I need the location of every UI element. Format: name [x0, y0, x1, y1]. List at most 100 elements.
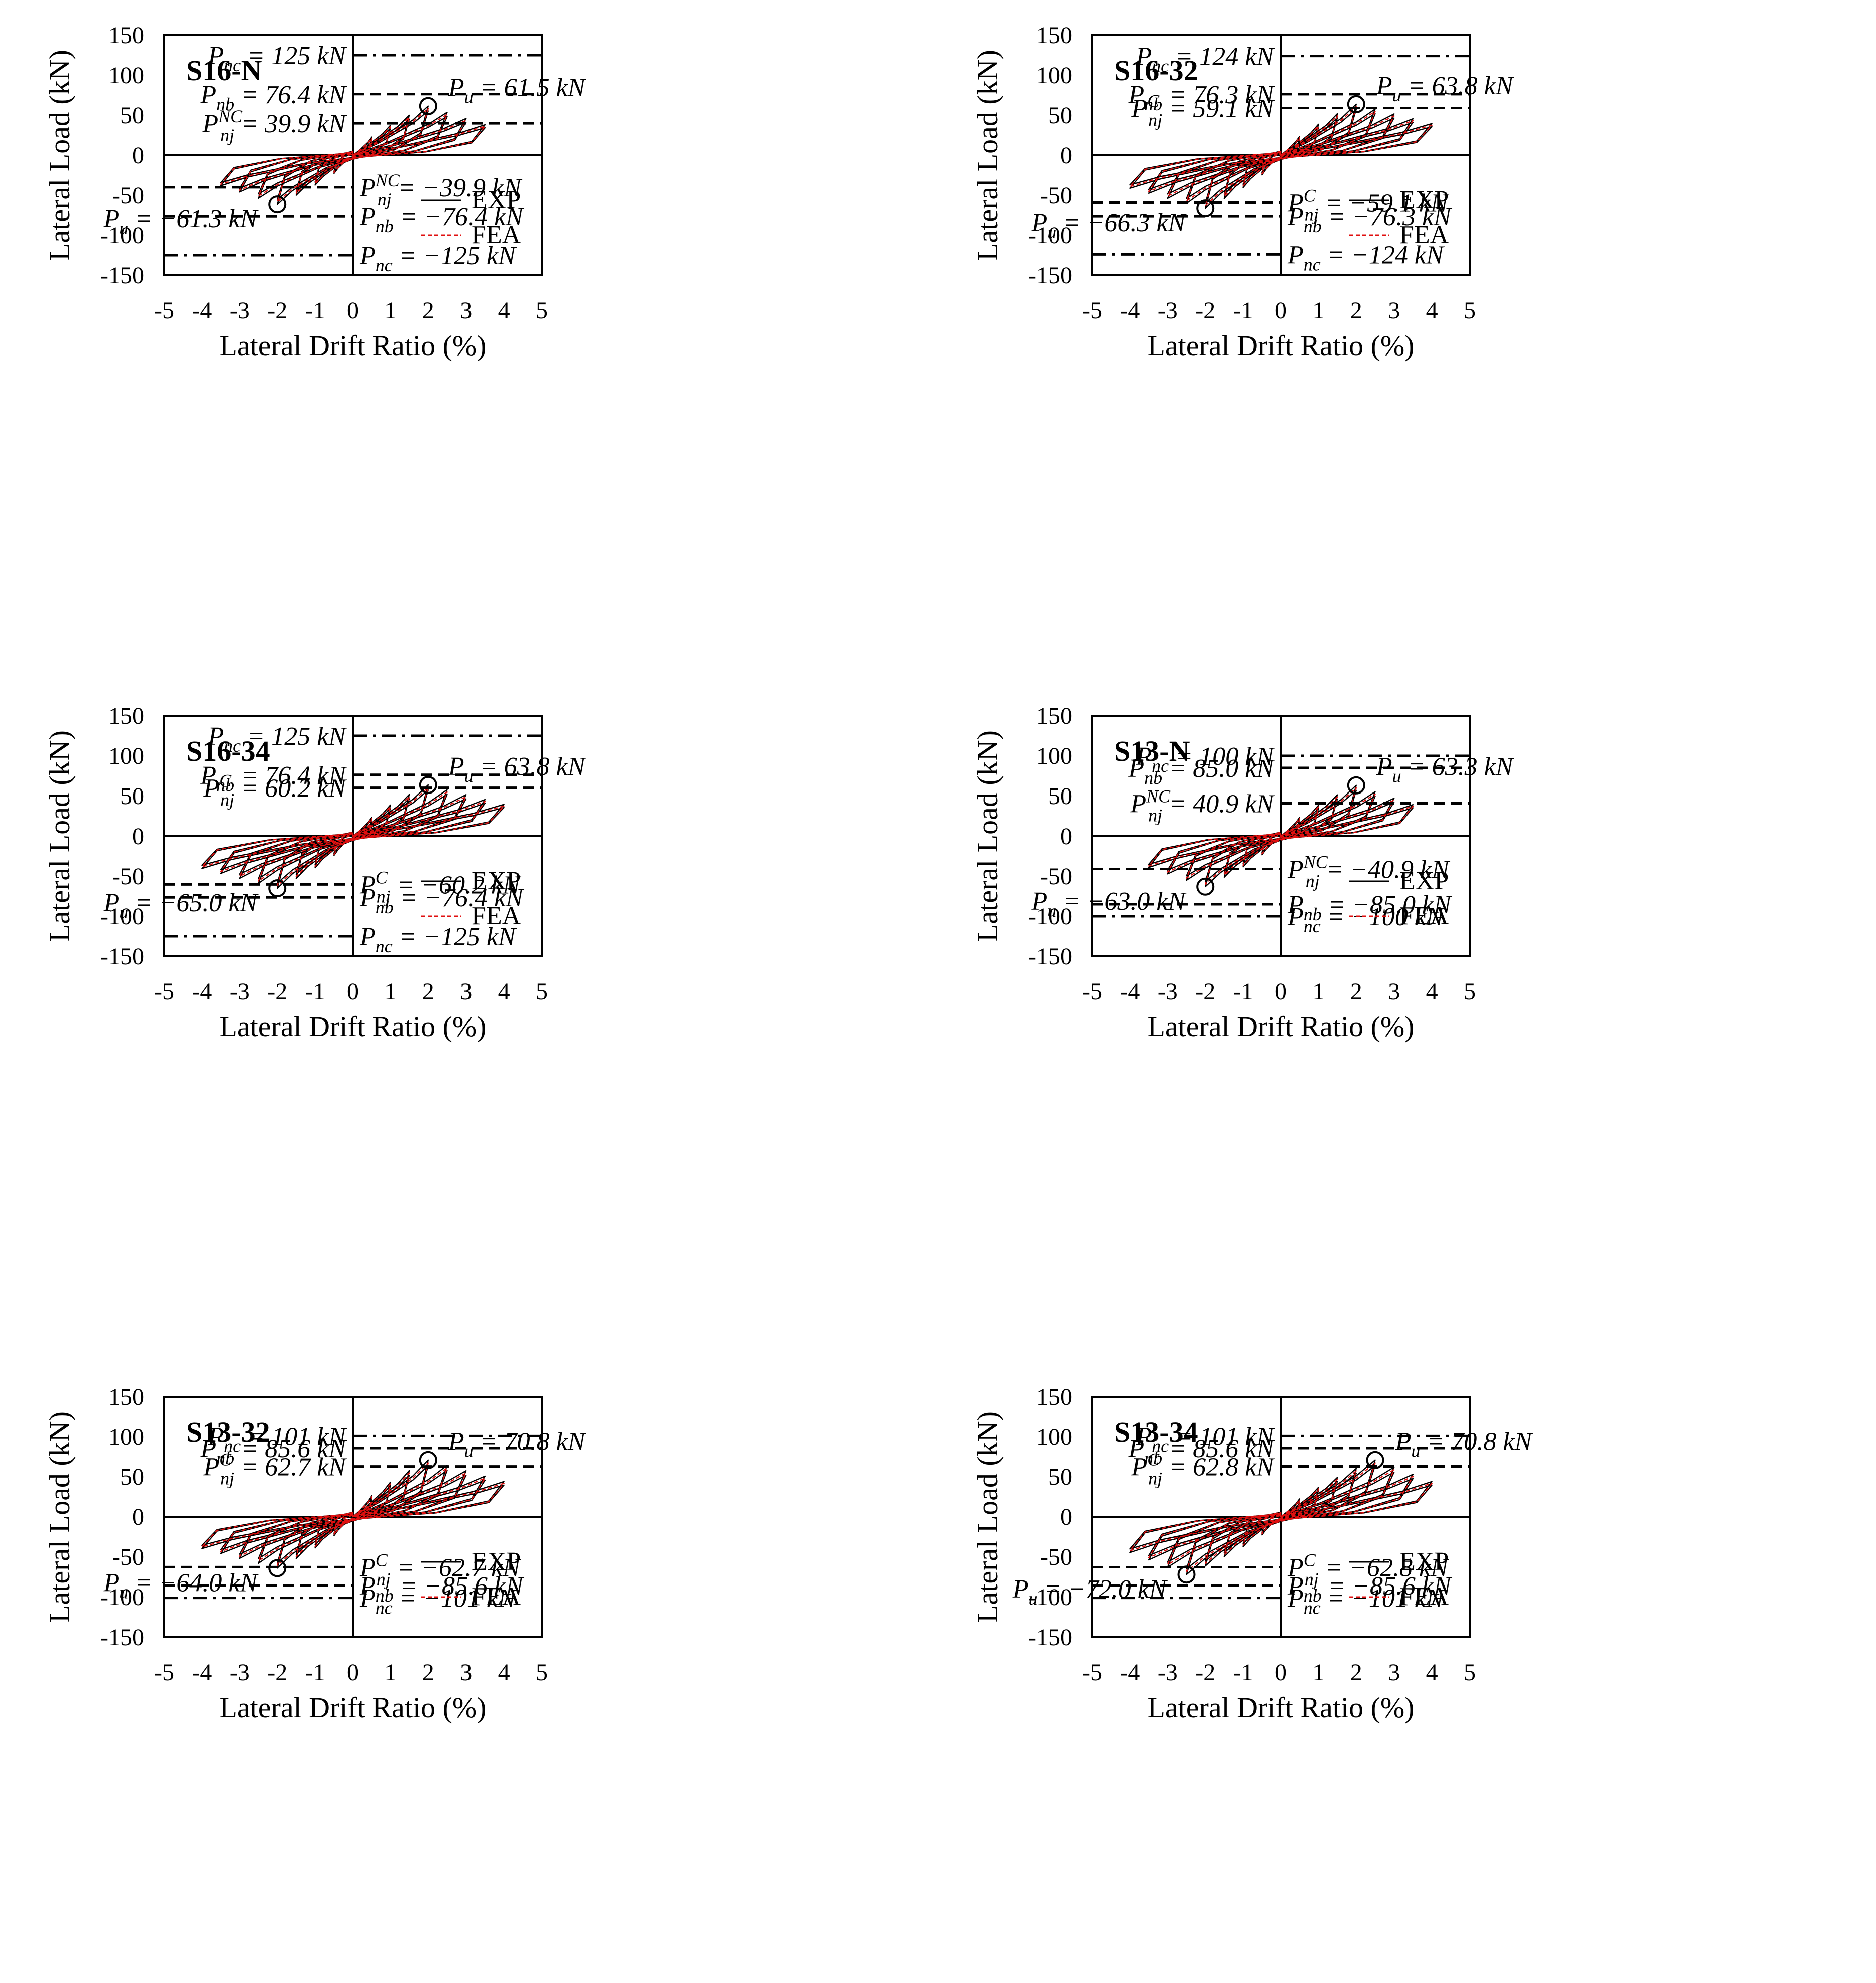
y-tick-label: -50 — [112, 863, 144, 890]
x-tick-label: 3 — [460, 1659, 472, 1686]
reference-line-label: Pnc = 124 kN — [1135, 43, 1275, 76]
y-tick-label: -50 — [112, 1544, 144, 1570]
peak-marker — [268, 195, 287, 214]
peak-label: Pu = 63.3 kN — [1376, 753, 1515, 786]
y-axis-label: Lateral Load (kN) — [971, 1411, 1004, 1623]
x-tick-label: 2 — [422, 1659, 434, 1686]
reference-line-label: PC nj = 62.7 kN — [203, 1450, 347, 1489]
x-axis-label: Lateral Drift Ratio (%) — [1147, 1010, 1414, 1043]
y-tick-label: -150 — [1028, 943, 1072, 970]
peak-label: Pu = 70.8 kN — [1395, 1428, 1534, 1461]
legend-exp-label: EXP — [472, 1547, 521, 1576]
y-tick-label: 50 — [1048, 102, 1072, 129]
y-tick-label: -150 — [1028, 1624, 1072, 1651]
series-fea-line — [220, 108, 486, 203]
peak-label: Pu = 61.5 kN — [448, 74, 587, 107]
legend-exp-label: EXP — [472, 867, 521, 895]
reference-line-label: Pnc = −125 kN — [359, 242, 517, 275]
reference-line-label: Pnc = −101 kN — [359, 1584, 517, 1618]
x-tick-label: 3 — [1388, 297, 1400, 324]
x-tick-label: 3 — [1388, 978, 1400, 1005]
reference-line-label: Pnc = 101 kN — [1135, 1422, 1275, 1456]
x-tick-label: -1 — [1233, 978, 1253, 1005]
x-tick-label: -1 — [305, 978, 325, 1005]
reference-line-label: Pnc = 101 kN — [207, 1422, 347, 1456]
y-tick-label: 50 — [120, 783, 144, 810]
peak-marker — [268, 1559, 287, 1577]
x-axis-label: Lateral Drift Ratio (%) — [1147, 1691, 1414, 1724]
y-axis-label: Lateral Load (kN) — [43, 1411, 76, 1623]
y-axis-label: Lateral Load (kN) — [43, 50, 76, 261]
x-tick-label: 5 — [536, 297, 548, 324]
peak-marker — [419, 775, 437, 794]
x-tick-label: 3 — [460, 297, 472, 324]
x-tick-label: 0 — [347, 1659, 359, 1686]
reference-line-label: Pnb = −76.4 kN — [359, 884, 525, 917]
legend-exp-label: EXP — [472, 186, 521, 214]
x-tick-label: -1 — [305, 297, 325, 324]
reference-line-label: Pnb = −85.0 kN — [1287, 891, 1453, 924]
legend-fea-label: FEA — [1399, 1582, 1449, 1611]
peak-label: Pu = −63.0 kN — [1031, 887, 1187, 921]
y-tick-label: -150 — [1028, 262, 1072, 289]
y-tick-label: 0 — [132, 142, 144, 169]
x-tick-label: -5 — [154, 297, 174, 324]
peak-marker — [419, 97, 437, 115]
x-tick-label: 0 — [1275, 978, 1287, 1005]
legend-fea-label: FEA — [472, 1582, 521, 1611]
x-tick-label: -5 — [154, 978, 174, 1005]
x-tick-label: -4 — [1120, 297, 1140, 324]
y-tick-label: -50 — [1040, 182, 1072, 209]
peak-marker — [1196, 877, 1215, 896]
y-tick-label: 0 — [132, 823, 144, 850]
x-tick-label: 0 — [347, 297, 359, 324]
x-tick-label: -3 — [230, 297, 250, 324]
x-tick-label: 5 — [536, 1659, 548, 1686]
x-tick-label: 4 — [1426, 297, 1438, 324]
x-tick-label: 5 — [536, 978, 548, 1005]
x-tick-label: 5 — [1464, 297, 1476, 324]
x-tick-label: -1 — [305, 1659, 325, 1686]
reference-line-label: PNC nj = 40.9 kN — [1130, 786, 1275, 826]
x-tick-label: 1 — [384, 1659, 396, 1686]
x-tick-label: 3 — [460, 978, 472, 1005]
series-fea-line — [201, 786, 505, 886]
x-tick-label: 0 — [347, 978, 359, 1005]
x-tick-label: -2 — [267, 297, 287, 324]
x-tick-label: 2 — [1350, 978, 1362, 1005]
y-tick-label: -50 — [1040, 1544, 1072, 1570]
reference-line-label: PNC nj = −40.9 kN — [1287, 852, 1451, 891]
legend-exp-label: EXP — [1399, 1547, 1449, 1576]
y-tick-label: 100 — [108, 743, 144, 769]
reference-line-label: Pnb = 76.4 kN — [200, 761, 347, 795]
y-tick-label: 150 — [1036, 22, 1072, 49]
y-tick-label: 100 — [1036, 743, 1072, 769]
panel-title: S16-32 — [1114, 54, 1198, 87]
x-tick-label: -3 — [1158, 1659, 1178, 1686]
panel-title: S16-34 — [186, 735, 270, 767]
x-tick-label: -5 — [1082, 1659, 1102, 1686]
x-tick-label: 4 — [1426, 1659, 1438, 1686]
x-tick-label: 0 — [1275, 297, 1287, 324]
x-tick-label: 1 — [1312, 978, 1324, 1005]
reference-line-label: Pnc = −124 kN — [1287, 241, 1445, 274]
x-tick-label: 4 — [498, 297, 510, 324]
y-tick-label: 100 — [1036, 1424, 1072, 1450]
panel-title: S13-N — [1114, 735, 1190, 767]
x-tick-label: -2 — [1195, 978, 1215, 1005]
peak-label: Pu = −61.3 kN — [103, 205, 259, 238]
y-axis-label: Lateral Load (kN) — [971, 50, 1004, 261]
reference-line-label: PNC nj = 39.9 kN — [202, 106, 347, 145]
reference-line-label: Pnc = 125 kN — [207, 42, 347, 75]
x-tick-label: 4 — [1426, 978, 1438, 1005]
legend-fea-label: FEA — [1399, 221, 1449, 249]
y-axis-label: Lateral Load (kN) — [971, 730, 1004, 942]
reference-line-label: Pnb = 85.6 kN — [200, 1435, 347, 1468]
x-tick-label: -4 — [192, 978, 212, 1005]
y-tick-label: 50 — [1048, 783, 1072, 810]
